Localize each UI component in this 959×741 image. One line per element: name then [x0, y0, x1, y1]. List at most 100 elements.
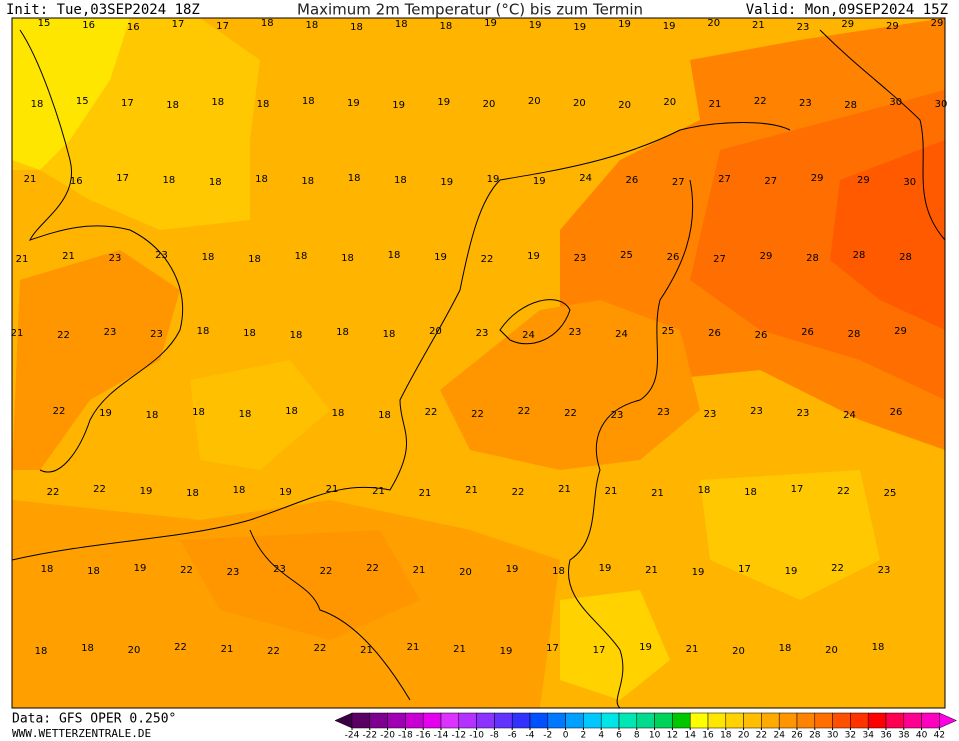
- temperature-label: 21: [686, 644, 699, 655]
- temperature-label: 22: [57, 330, 70, 341]
- legend-box: [618, 712, 638, 729]
- temperature-label: 23: [227, 567, 240, 578]
- legend-tick-label: 42: [934, 731, 945, 741]
- legend-box: [529, 712, 549, 729]
- legend-box: [440, 712, 460, 729]
- temperature-label: 26: [626, 175, 639, 186]
- temperature-label: 19: [573, 22, 586, 33]
- legend-box: [903, 712, 922, 729]
- temperature-label: 26: [755, 330, 768, 341]
- temperature-label: 29: [894, 326, 907, 337]
- legend-tick-label: -20: [380, 731, 395, 741]
- temperature-label: 18: [378, 410, 391, 421]
- temperature-label: 18: [81, 643, 94, 654]
- temperature-label: 18: [779, 643, 792, 654]
- temperature-label: 23: [797, 408, 810, 419]
- legend-tick-label: 32: [845, 731, 856, 741]
- temperature-label: 26: [708, 328, 721, 339]
- temperature-label: 22: [180, 565, 193, 576]
- temperature-label: 17: [791, 484, 804, 495]
- legend-box: [672, 712, 691, 729]
- site-name: WWW.WETTERZENTRALE.DE: [12, 727, 151, 740]
- temperature-label: 20: [459, 567, 472, 578]
- legend-box: [707, 712, 727, 729]
- temperature-label: 22: [512, 487, 525, 498]
- init-time: Init: Tue,03SEP2024 18Z: [6, 2, 200, 18]
- temperature-label: 21: [651, 488, 664, 499]
- temperature-label: 18: [698, 485, 711, 496]
- temperature-label: 18: [239, 409, 252, 420]
- legend-box: [654, 712, 673, 729]
- temperature-label: 18: [383, 329, 396, 340]
- temperature-label: 19: [527, 251, 540, 262]
- temperature-label: 18: [332, 408, 345, 419]
- temperature-label: 22: [754, 96, 767, 107]
- temperature-label: 17: [593, 645, 606, 656]
- temperature-label: 19: [279, 487, 292, 498]
- temperature-label: 23: [155, 250, 168, 261]
- border-nl-de: [568, 179, 694, 708]
- temperature-label: 21: [221, 644, 234, 655]
- temperature-label: 19: [500, 646, 513, 657]
- temperature-label: 30: [889, 97, 902, 108]
- temperature-label: 22: [320, 566, 333, 577]
- map-title: Maximum 2m Temperatur (°C) bis zum Termi…: [297, 1, 643, 19]
- temperature-label: 20: [483, 99, 496, 110]
- temperature-label: 17: [116, 173, 129, 184]
- temperature-label: 21: [24, 174, 37, 185]
- temperature-label: 29: [886, 21, 899, 32]
- temperature-label: 19: [437, 97, 450, 108]
- legend-box: [778, 712, 798, 729]
- temperature-label: 20: [707, 18, 720, 29]
- legend-box: [600, 712, 620, 729]
- temperature-label: 28: [853, 250, 866, 261]
- temperature-label: 21: [16, 254, 29, 265]
- legend-arrow: [939, 712, 958, 729]
- temperature-label: 21: [372, 486, 385, 497]
- temperature-label: 18: [202, 252, 215, 263]
- temperature-label: 22: [518, 406, 531, 417]
- legend-tick-label: 10: [649, 731, 661, 741]
- legend-box: [885, 712, 905, 729]
- temperature-label: 18: [552, 566, 565, 577]
- legend-tick-label: 16: [702, 731, 714, 741]
- temperature-label: 18: [87, 566, 100, 577]
- data-source: Data: GFS OPER 0.250°: [12, 712, 176, 727]
- legend-box: [458, 712, 477, 729]
- legend-box: [832, 712, 851, 729]
- temperature-label: 18: [163, 175, 176, 186]
- temperature-label: 19: [487, 174, 500, 185]
- temperature-label: 18: [301, 176, 314, 187]
- temperature-label: 17: [216, 21, 229, 32]
- temperature-label: 19: [484, 18, 497, 29]
- temperature-label: 29: [760, 251, 773, 262]
- legend-box: [814, 712, 833, 729]
- temperature-label: 19: [347, 98, 360, 109]
- temperature-label: 18: [192, 407, 205, 418]
- temperature-label: 18: [872, 642, 885, 653]
- temperature-label: 19: [140, 486, 153, 497]
- temperature-label: 23: [569, 327, 582, 338]
- temperature-label: 17: [172, 19, 185, 30]
- temperature-label: 20: [128, 645, 141, 656]
- legend-arrow: [334, 712, 353, 729]
- temperature-label: 23: [797, 22, 810, 33]
- legend-tick-label: -6: [508, 731, 517, 741]
- temperature-label: 22: [831, 563, 844, 574]
- legend-tick-label: 22: [756, 731, 767, 741]
- temperature-label: 25: [662, 326, 675, 337]
- legend-tick-label: 30: [827, 731, 839, 741]
- temperature-label: 29: [857, 175, 870, 186]
- coastline-uk: [19, 29, 184, 473]
- temperature-label: 26: [667, 252, 680, 263]
- temperature-label: 21: [413, 565, 426, 576]
- temperature-label: 21: [752, 20, 765, 31]
- field-16: [12, 18, 130, 170]
- temperature-label: 18: [439, 21, 452, 32]
- temperature-label: 21: [11, 328, 24, 339]
- temperature-label: 27: [764, 176, 777, 187]
- temperature-label: 19: [440, 177, 453, 188]
- legend-box: [921, 712, 940, 729]
- temperature-label: 27: [718, 174, 731, 185]
